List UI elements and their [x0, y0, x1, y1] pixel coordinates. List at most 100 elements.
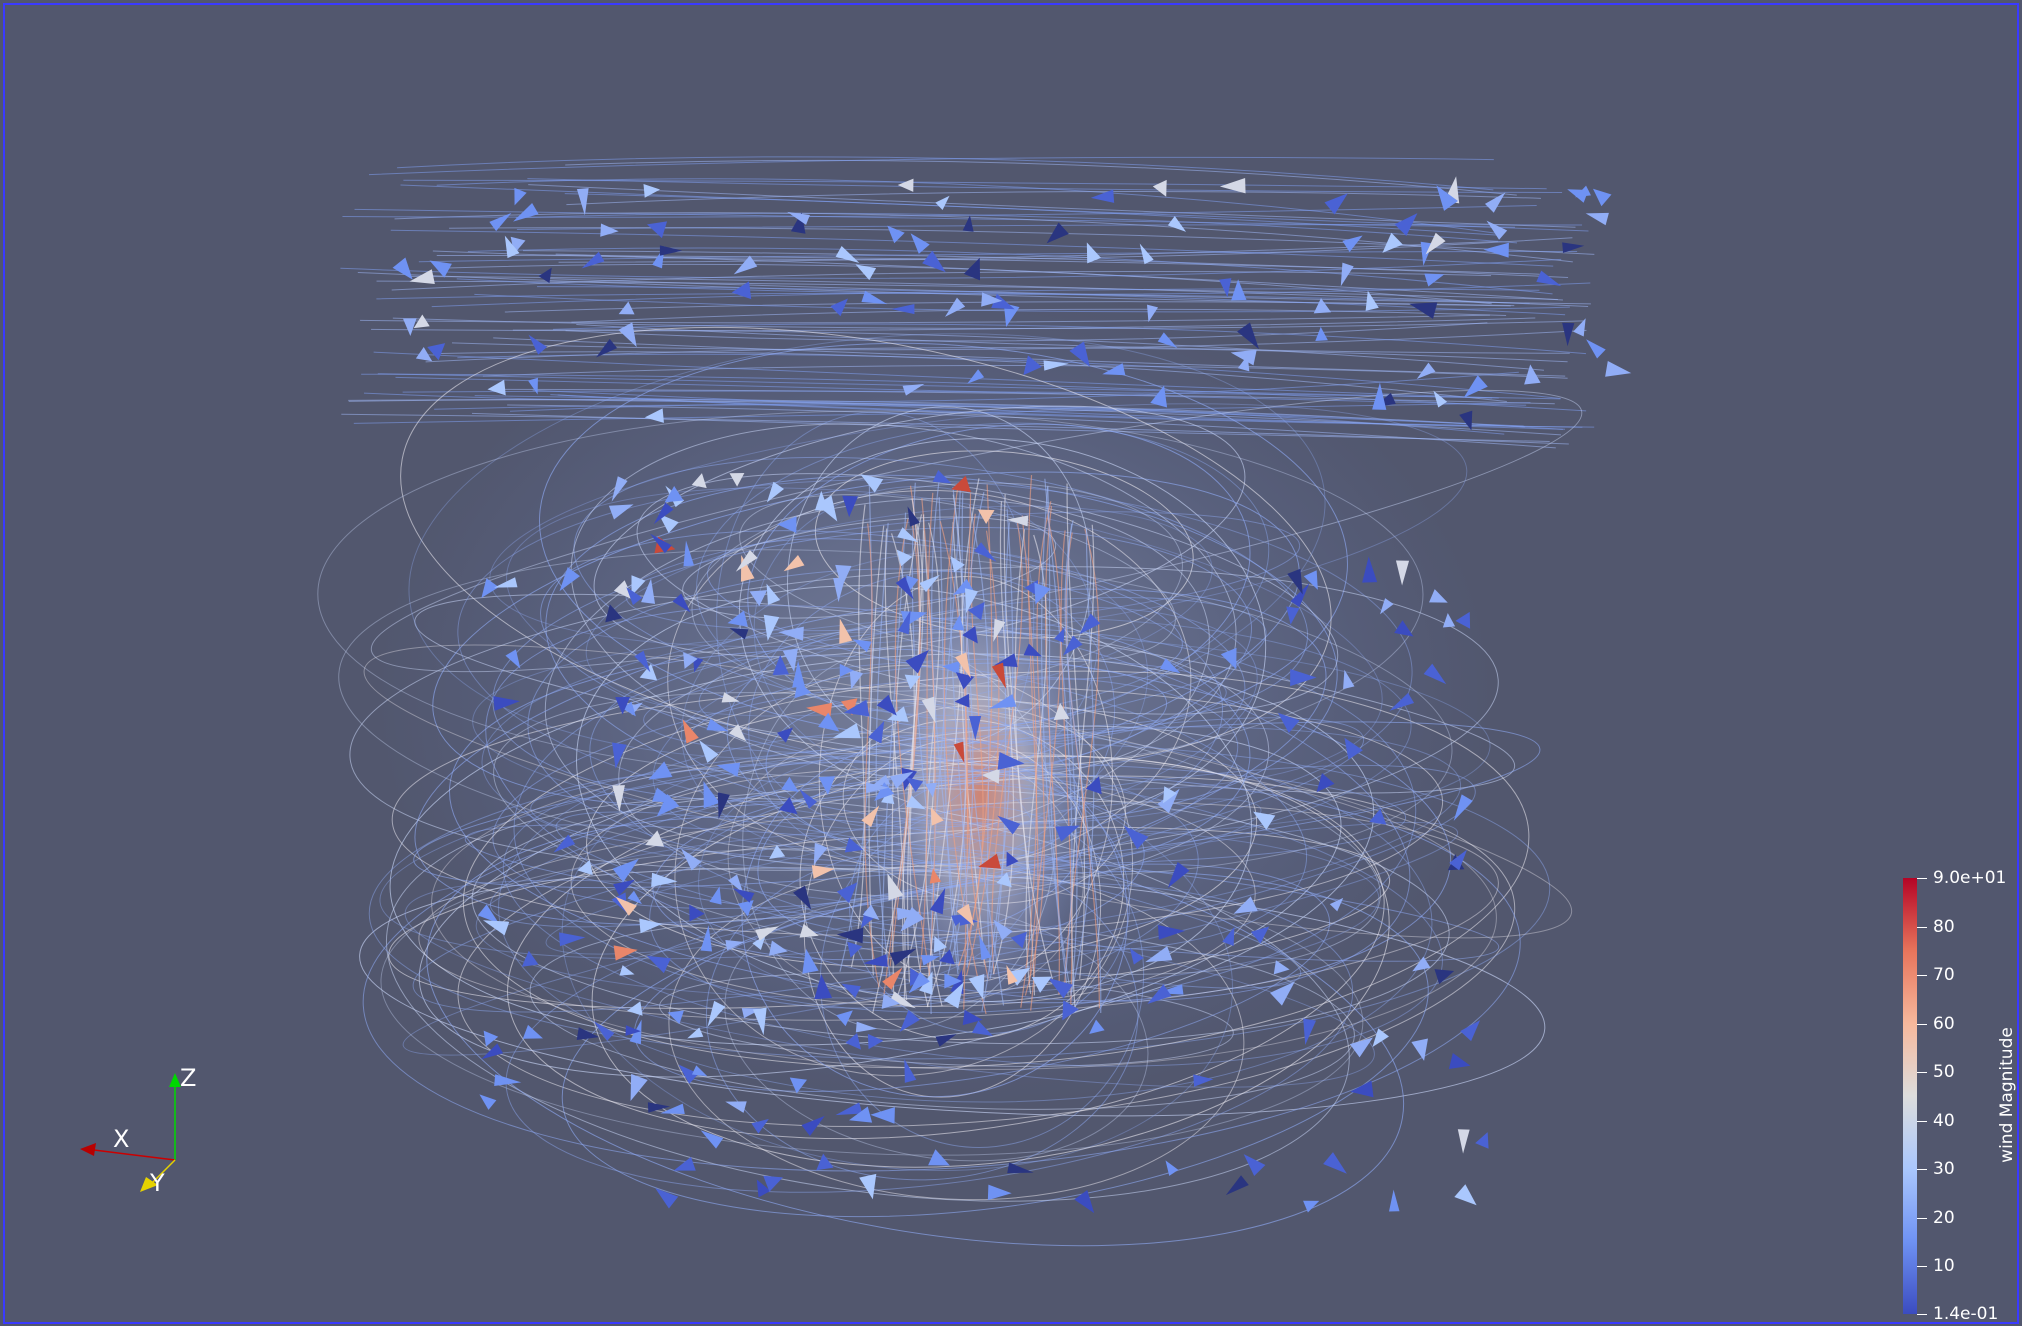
- streamline: [353, 402, 1531, 424]
- streamline-scene[interactable]: [5, 5, 2017, 1322]
- colorbar-tick-label: 10: [1933, 1256, 1955, 1277]
- cone-glyph: [413, 314, 430, 329]
- cone-glyph: [644, 408, 664, 423]
- cone-glyph: [929, 868, 942, 884]
- cone-glyph: [1575, 185, 1591, 198]
- z-axis-label: Z: [180, 1065, 196, 1092]
- streamline: [431, 288, 1540, 308]
- cone-glyph: [904, 674, 921, 690]
- cone-glyph: [896, 907, 921, 921]
- cone-glyph: [832, 723, 861, 739]
- cone-glyph: [778, 796, 798, 815]
- core-streamline: [930, 481, 962, 1015]
- cone-glyph: [581, 251, 605, 269]
- render-view[interactable]: Z X Y 9.0e+01 80 70 60 50 40 30 20 10 1.4e-01 win…: [3, 3, 2019, 1324]
- cone-glyph: [988, 694, 1017, 709]
- cone-glyph: [925, 782, 938, 798]
- swirl-streamline: [363, 644, 1573, 939]
- cone-glyph: [634, 650, 651, 673]
- cone-glyph: [861, 290, 888, 305]
- cone-glyph: [1167, 861, 1190, 888]
- cone-glyph: [1313, 298, 1332, 314]
- cone-glyph: [755, 926, 780, 941]
- streamline: [467, 247, 1553, 295]
- cone-glyph: [1424, 273, 1445, 287]
- cone-glyph: [997, 752, 1025, 770]
- cone-glyph: [732, 888, 755, 903]
- cone-glyph: [664, 485, 684, 503]
- cone-glyph: [613, 580, 634, 601]
- swirl-streamline: [462, 670, 1530, 1069]
- cone-glyph: [1340, 262, 1354, 287]
- core-streamline: [1070, 528, 1095, 996]
- core-streamline: [1014, 529, 1054, 982]
- cone-glyph: [1273, 960, 1290, 975]
- cone-glyph: [493, 696, 520, 711]
- cone-glyph: [1324, 193, 1348, 215]
- cone-glyph: [971, 1020, 993, 1037]
- cone-glyph: [839, 663, 854, 677]
- cone-glyph: [749, 590, 768, 607]
- cone-glyph: [1220, 647, 1237, 670]
- cone-glyph: [489, 212, 512, 232]
- cone-glyph: [1315, 326, 1328, 341]
- cone-glyph: [1079, 613, 1101, 635]
- cone-glyph: [1388, 1189, 1400, 1212]
- cone-glyph: [728, 874, 744, 894]
- cone-glyph: [1389, 692, 1415, 711]
- cone-glyph: [962, 625, 978, 644]
- cone-glyph: [1436, 185, 1458, 211]
- streamline: [340, 258, 1562, 279]
- cone-glyph: [1433, 390, 1448, 408]
- cone-glyph: [1486, 220, 1508, 240]
- colorbar-tick-label: 20: [1933, 1207, 1955, 1228]
- cone-glyph: [969, 716, 982, 741]
- cone-glyph: [1460, 1020, 1481, 1042]
- cone-glyph: [427, 343, 446, 361]
- core-streamline: [925, 522, 943, 1007]
- cone-glyph: [487, 379, 506, 396]
- cone-glyph: [1007, 1162, 1034, 1174]
- streamline: [408, 275, 1589, 307]
- cone-glyph: [870, 1107, 895, 1124]
- cone-glyph: [1123, 825, 1149, 850]
- cone-glyph: [830, 298, 848, 317]
- cone-glyph: [887, 706, 909, 723]
- cone-glyph: [974, 542, 997, 562]
- core-streamline: [989, 522, 1011, 979]
- cone-glyph: [930, 807, 944, 826]
- colorbar-tick-mark: [1917, 878, 1927, 879]
- cone-glyph: [721, 692, 740, 703]
- cone-glyph: [922, 250, 946, 273]
- cone-glyph: [1150, 385, 1168, 408]
- cone-glyph: [855, 264, 877, 281]
- streamline: [474, 293, 1570, 313]
- cone-glyph: [1023, 355, 1042, 376]
- cone-glyph: [415, 346, 433, 362]
- cone-glyph: [667, 1010, 684, 1024]
- swirl-streamline: [747, 423, 1251, 729]
- x-axis-arrow-icon: [80, 1143, 96, 1156]
- cone-glyph: [756, 1179, 771, 1198]
- cone-glyph: [538, 267, 552, 284]
- cone-glyph: [848, 1106, 873, 1123]
- cone-glyph: [849, 669, 864, 690]
- cone-glyph: [816, 495, 838, 522]
- core-streamline: [891, 514, 923, 994]
- swirl-streamline: [545, 474, 1338, 825]
- streamline: [576, 323, 1570, 354]
- cone-glyph: [1365, 290, 1379, 311]
- cone-glyph: [600, 223, 619, 237]
- swirl-streamline: [538, 342, 1348, 743]
- cone-glyph: [993, 618, 1006, 642]
- cone-glyph: [781, 776, 799, 792]
- cone-glyph: [1536, 270, 1562, 287]
- cone-glyph: [860, 474, 884, 493]
- streamline: [440, 351, 1507, 403]
- swirl-streamline: [507, 755, 1385, 1140]
- cone-glyph: [789, 1077, 807, 1094]
- cone-glyph: [576, 188, 589, 216]
- cone-glyph: [991, 662, 1007, 689]
- cone-glyph: [1605, 360, 1632, 377]
- cone-glyph: [687, 1027, 704, 1039]
